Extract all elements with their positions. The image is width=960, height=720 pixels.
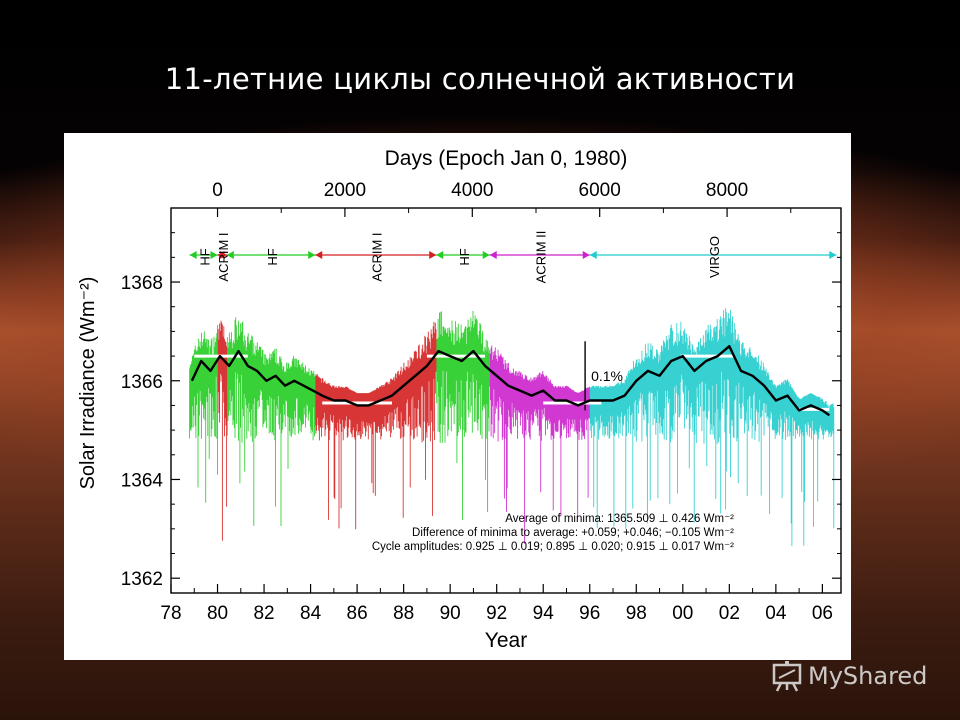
x-tick-label: 94 [533,603,555,624]
x-tick-label: 88 [393,603,414,624]
arrow-left-icon [315,251,323,259]
arrow-right-icon [829,251,837,259]
x-tick-label: 00 [672,603,693,624]
x-tick-label: 98 [626,603,647,624]
x-axis-label: Year [485,629,527,652]
y-axis-label: Solar Irradiance (Wm⁻²) [77,277,99,490]
annotation-difference-minima: Difference of minima to average: +0.059;… [412,527,734,539]
arrow-left-icon [589,251,597,259]
x-tick-label: 86 [347,603,368,624]
x-tick-label: 02 [719,603,740,624]
arrow-right-icon [308,251,316,259]
arrow-left-icon [226,251,234,259]
instrument-label: ACRIM II [534,231,549,284]
annotation-average-minima: Average of minima: 1365.509 ⊥ 0.426 Wm⁻² [505,513,734,525]
y-tick-label: 1362 [121,569,163,590]
scale-bar-label: 0.1% [591,368,623,384]
instrument-label: HF [457,248,472,265]
smoothed-irradiance-line [190,344,831,417]
chart-panel: 78 80 82 84 86 88 90 92 94 96 98 00 02 04 06 0 2000 4000 6… [64,133,851,660]
instrument-span: HF [436,248,490,266]
top-axis-label: Days (Epoch Jan 0, 1980) [385,147,628,170]
x-tick-label: 80 [207,603,228,624]
instrument-label: ACRIM I [370,232,385,281]
instrument-span: HF [226,248,316,266]
slide-title: 11-летние циклы солнечной активности [164,62,796,96]
arrow-right-icon [582,251,590,259]
top-tick-label: 0 [212,180,223,201]
plot-frame [170,207,842,594]
watermark: MyShared [770,656,927,696]
daily-measurement-spikes [589,308,835,547]
instrument-spans-layer: HF ACRIM I HF ACRIM I HF ACRIM II VIRGO [189,231,837,284]
x-tick-label: 82 [253,603,274,624]
x-tick-label: 92 [486,603,507,624]
top-tick-label: 4000 [451,180,493,201]
arrow-right-icon [482,251,490,259]
solar-irradiance-chart: 78 80 82 84 86 88 90 92 94 96 98 00 02 04 06 0 2000 4000 6… [77,147,842,652]
x-tick-label: 84 [300,603,322,624]
x-tick-label: 04 [765,603,787,624]
daily-measurements-layer [189,308,835,547]
y-tick-label: 1368 [121,273,163,294]
x-tick-label: 90 [440,603,461,624]
x-tick-label: 96 [579,603,600,624]
instrument-span: ACRIM I [216,232,231,281]
y-tick-label: 1364 [121,470,164,491]
smoothed-series-layer [190,344,831,417]
x-tick-label: 06 [812,603,833,624]
instrument-span: ACRIM II [489,231,590,284]
watermark-text: MyShared [808,662,928,690]
top-tick-label: 8000 [706,180,748,201]
top-tick-label: 6000 [579,180,621,201]
instrument-span: VIRGO [589,236,837,278]
top-tick-label: 2000 [324,180,366,201]
instrument-span: ACRIM I [315,232,437,282]
instrument-label: VIRGO [707,236,722,278]
cycle-levels-layer [194,354,830,411]
arrow-right-icon [429,251,437,259]
instrument-label: HF [198,248,213,265]
arrow-right-icon [210,251,218,259]
annotation-cycle-amplitudes: Cycle amplitudes: 0.925 ⊥ 0.019; 0.895 ⊥… [372,541,734,553]
x-tick-label: 78 [160,603,181,624]
arrow-left-icon [436,251,444,259]
presentation-board-icon [772,661,802,692]
arrow-left-icon [489,251,497,259]
arrow-right-icon [219,251,227,259]
arrow-left-icon [189,251,197,259]
instrument-label: ACRIM I [216,232,231,281]
axes-layer: 78 80 82 84 86 88 90 92 94 96 98 00 02 04 06 0 2000 4000 6… [121,180,842,624]
instrument-label: HF [265,248,280,265]
stats-annotations: Average of minima: 1365.509 ⊥ 0.426 Wm⁻²… [372,513,734,553]
y-tick-label: 1366 [121,372,163,393]
instrument-span: HF [189,248,218,266]
